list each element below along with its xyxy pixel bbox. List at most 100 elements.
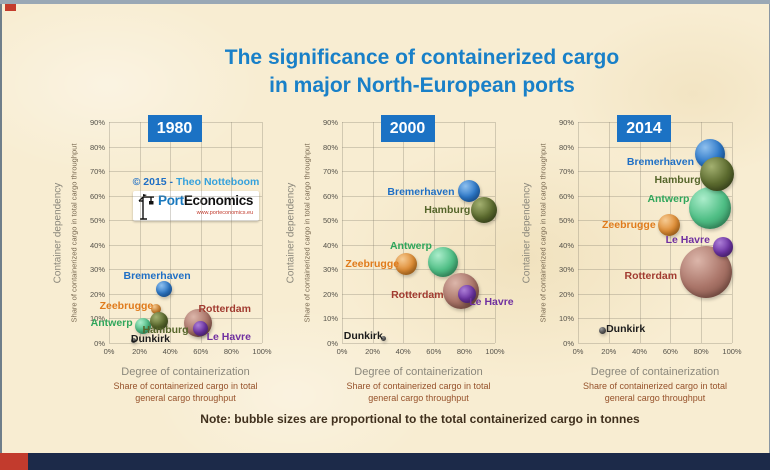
gridline-vertical xyxy=(231,122,233,343)
y-axis-tick-label: 40% xyxy=(558,240,574,250)
gridline-horizontal xyxy=(109,293,262,295)
x-axis-tick-label: 60% xyxy=(426,347,442,356)
year-badge-1980: 1980 xyxy=(147,115,202,142)
gridline-horizontal xyxy=(342,244,495,246)
bubble-zeebrugge xyxy=(395,253,418,276)
slide-title-line1: The significance of containerized cargo xyxy=(224,46,620,69)
x-axis-tick-label: 40% xyxy=(395,347,411,356)
gridline-horizontal xyxy=(578,318,732,320)
y-axis-tick-label: 30% xyxy=(558,265,574,275)
y-axis-title: Container dependency xyxy=(521,182,533,283)
y-axis-tick-label: 90% xyxy=(89,118,105,127)
gridline-vertical xyxy=(262,122,263,343)
port-label-hamburg: Hamburg xyxy=(654,173,701,186)
x-axis-tick-label: 40% xyxy=(632,347,648,356)
gridline-horizontal xyxy=(342,195,495,197)
gridline-horizontal xyxy=(109,195,262,197)
bubble-le-havre xyxy=(193,320,209,336)
gridline-vertical xyxy=(464,122,466,343)
chart-note: Note: bubble sizes are proportional to t… xyxy=(200,412,640,426)
y-axis-title: Container dependency xyxy=(285,182,297,283)
x-axis-title: Degree of containerization xyxy=(354,366,483,378)
year-badge-2014: 2014 xyxy=(617,115,671,142)
top-progress-strip xyxy=(0,0,770,4)
port-label-zeebrugge: Zeebrugge xyxy=(602,219,656,232)
gridline-horizontal xyxy=(578,244,732,246)
gridline-horizontal xyxy=(109,171,262,173)
gridline-horizontal xyxy=(342,318,495,320)
x-axis-subtitle-line2: general cargo throughput xyxy=(604,393,706,403)
y-axis-tick-label: 0% xyxy=(94,339,105,348)
port-label-hamburg: Hamburg xyxy=(424,204,471,217)
slide-title: The significance of containerized cargo … xyxy=(74,44,770,100)
y-axis-subtitle: Share of containerized cargo in total ca… xyxy=(538,143,548,322)
bubble-dunkirk xyxy=(599,327,607,335)
y-axis-tick-label: 60% xyxy=(322,191,338,201)
port-label-rotterdam: Rotterdam xyxy=(624,269,678,282)
x-axis-tick-label: 100% xyxy=(252,347,272,356)
x-axis-title: Degree of containerization xyxy=(590,366,720,378)
port-label-antwerp: Antwerp xyxy=(90,316,133,329)
y-axis-tick-label: 10% xyxy=(558,314,574,324)
copyright-line: © 2015 - Theo Notteboom xyxy=(131,176,261,188)
y-axis-tick-label: 80% xyxy=(558,142,574,152)
y-axis-tick-label: 30% xyxy=(322,265,338,275)
bubble-bremerhaven xyxy=(457,179,480,202)
y-axis-tick-label: 20% xyxy=(322,289,338,299)
gridline-vertical xyxy=(403,122,405,343)
y-axis-title: Container dependency xyxy=(52,182,64,283)
y-axis-tick-label: 70% xyxy=(322,167,338,177)
y-axis-tick-label: 80% xyxy=(89,142,105,152)
x-axis-tick-label: 20% xyxy=(365,347,381,356)
y-axis-tick-label: 0% xyxy=(563,339,574,348)
logo-economics-text: Economics xyxy=(183,193,254,208)
bubble-bremerhaven xyxy=(156,280,173,297)
gridline-horizontal xyxy=(109,269,262,271)
gridline-horizontal xyxy=(109,244,262,246)
copyright-author: Theo Notteboom xyxy=(175,176,260,188)
port-label-rotterdam: Rotterdam xyxy=(391,289,444,302)
gridline-vertical xyxy=(608,122,610,343)
bubble-dunkirk xyxy=(130,338,136,344)
y-axis-tick-label: 60% xyxy=(558,191,574,201)
y-axis-tick-label: 90% xyxy=(558,118,574,127)
x-axis-tick-label: 0% xyxy=(103,347,115,356)
gridline-horizontal xyxy=(578,195,732,197)
player-stop-button[interactable] xyxy=(0,453,28,470)
x-axis-subtitle-line1: Share of containerized cargo in total xyxy=(582,381,728,391)
y-axis-tick-label: 50% xyxy=(558,216,574,226)
x-axis-title: Degree of containerization xyxy=(121,366,250,378)
x-axis-tick-label: 80% xyxy=(223,347,239,356)
gridline-horizontal xyxy=(342,343,495,344)
copyright-year: © 2015 - xyxy=(132,176,176,188)
y-axis-tick-label: 90% xyxy=(322,118,338,127)
port-label-dunkirk: Dunkirk xyxy=(130,332,171,345)
port-label-rotterdam: Rotterdam xyxy=(198,303,251,316)
gridline-vertical xyxy=(639,122,641,343)
gridline-horizontal xyxy=(342,220,495,222)
gridline-horizontal xyxy=(342,293,495,295)
gridline-vertical xyxy=(200,122,202,343)
gridline-vertical xyxy=(732,122,733,343)
record-indicator-icon xyxy=(5,4,16,11)
y-axis-tick-label: 50% xyxy=(322,216,338,226)
y-axis-tick-label: 40% xyxy=(89,240,105,250)
bubble-zeebrugge xyxy=(657,214,680,237)
x-axis-tick-label: 100% xyxy=(485,347,505,356)
gridline-vertical xyxy=(170,122,172,343)
y-axis-tick-label: 60% xyxy=(89,191,105,201)
x-axis-tick-label: 40% xyxy=(162,347,178,356)
port-label-antwerp: Antwerp xyxy=(389,239,432,252)
bubble-antwerp xyxy=(134,317,151,334)
x-axis-tick-label: 80% xyxy=(456,347,472,356)
x-axis-tick-label: 60% xyxy=(662,347,678,356)
bubble-dunkirk xyxy=(380,335,386,341)
logo-url-text: www.porteconomics.eu xyxy=(196,210,254,216)
port-label-bremerhaven: Bremerhaven xyxy=(626,155,694,168)
gridline-vertical xyxy=(578,122,579,343)
gridline-horizontal xyxy=(109,146,262,148)
x-axis-tick-label: 80% xyxy=(693,347,709,356)
y-axis-tick-label: 10% xyxy=(322,314,338,324)
